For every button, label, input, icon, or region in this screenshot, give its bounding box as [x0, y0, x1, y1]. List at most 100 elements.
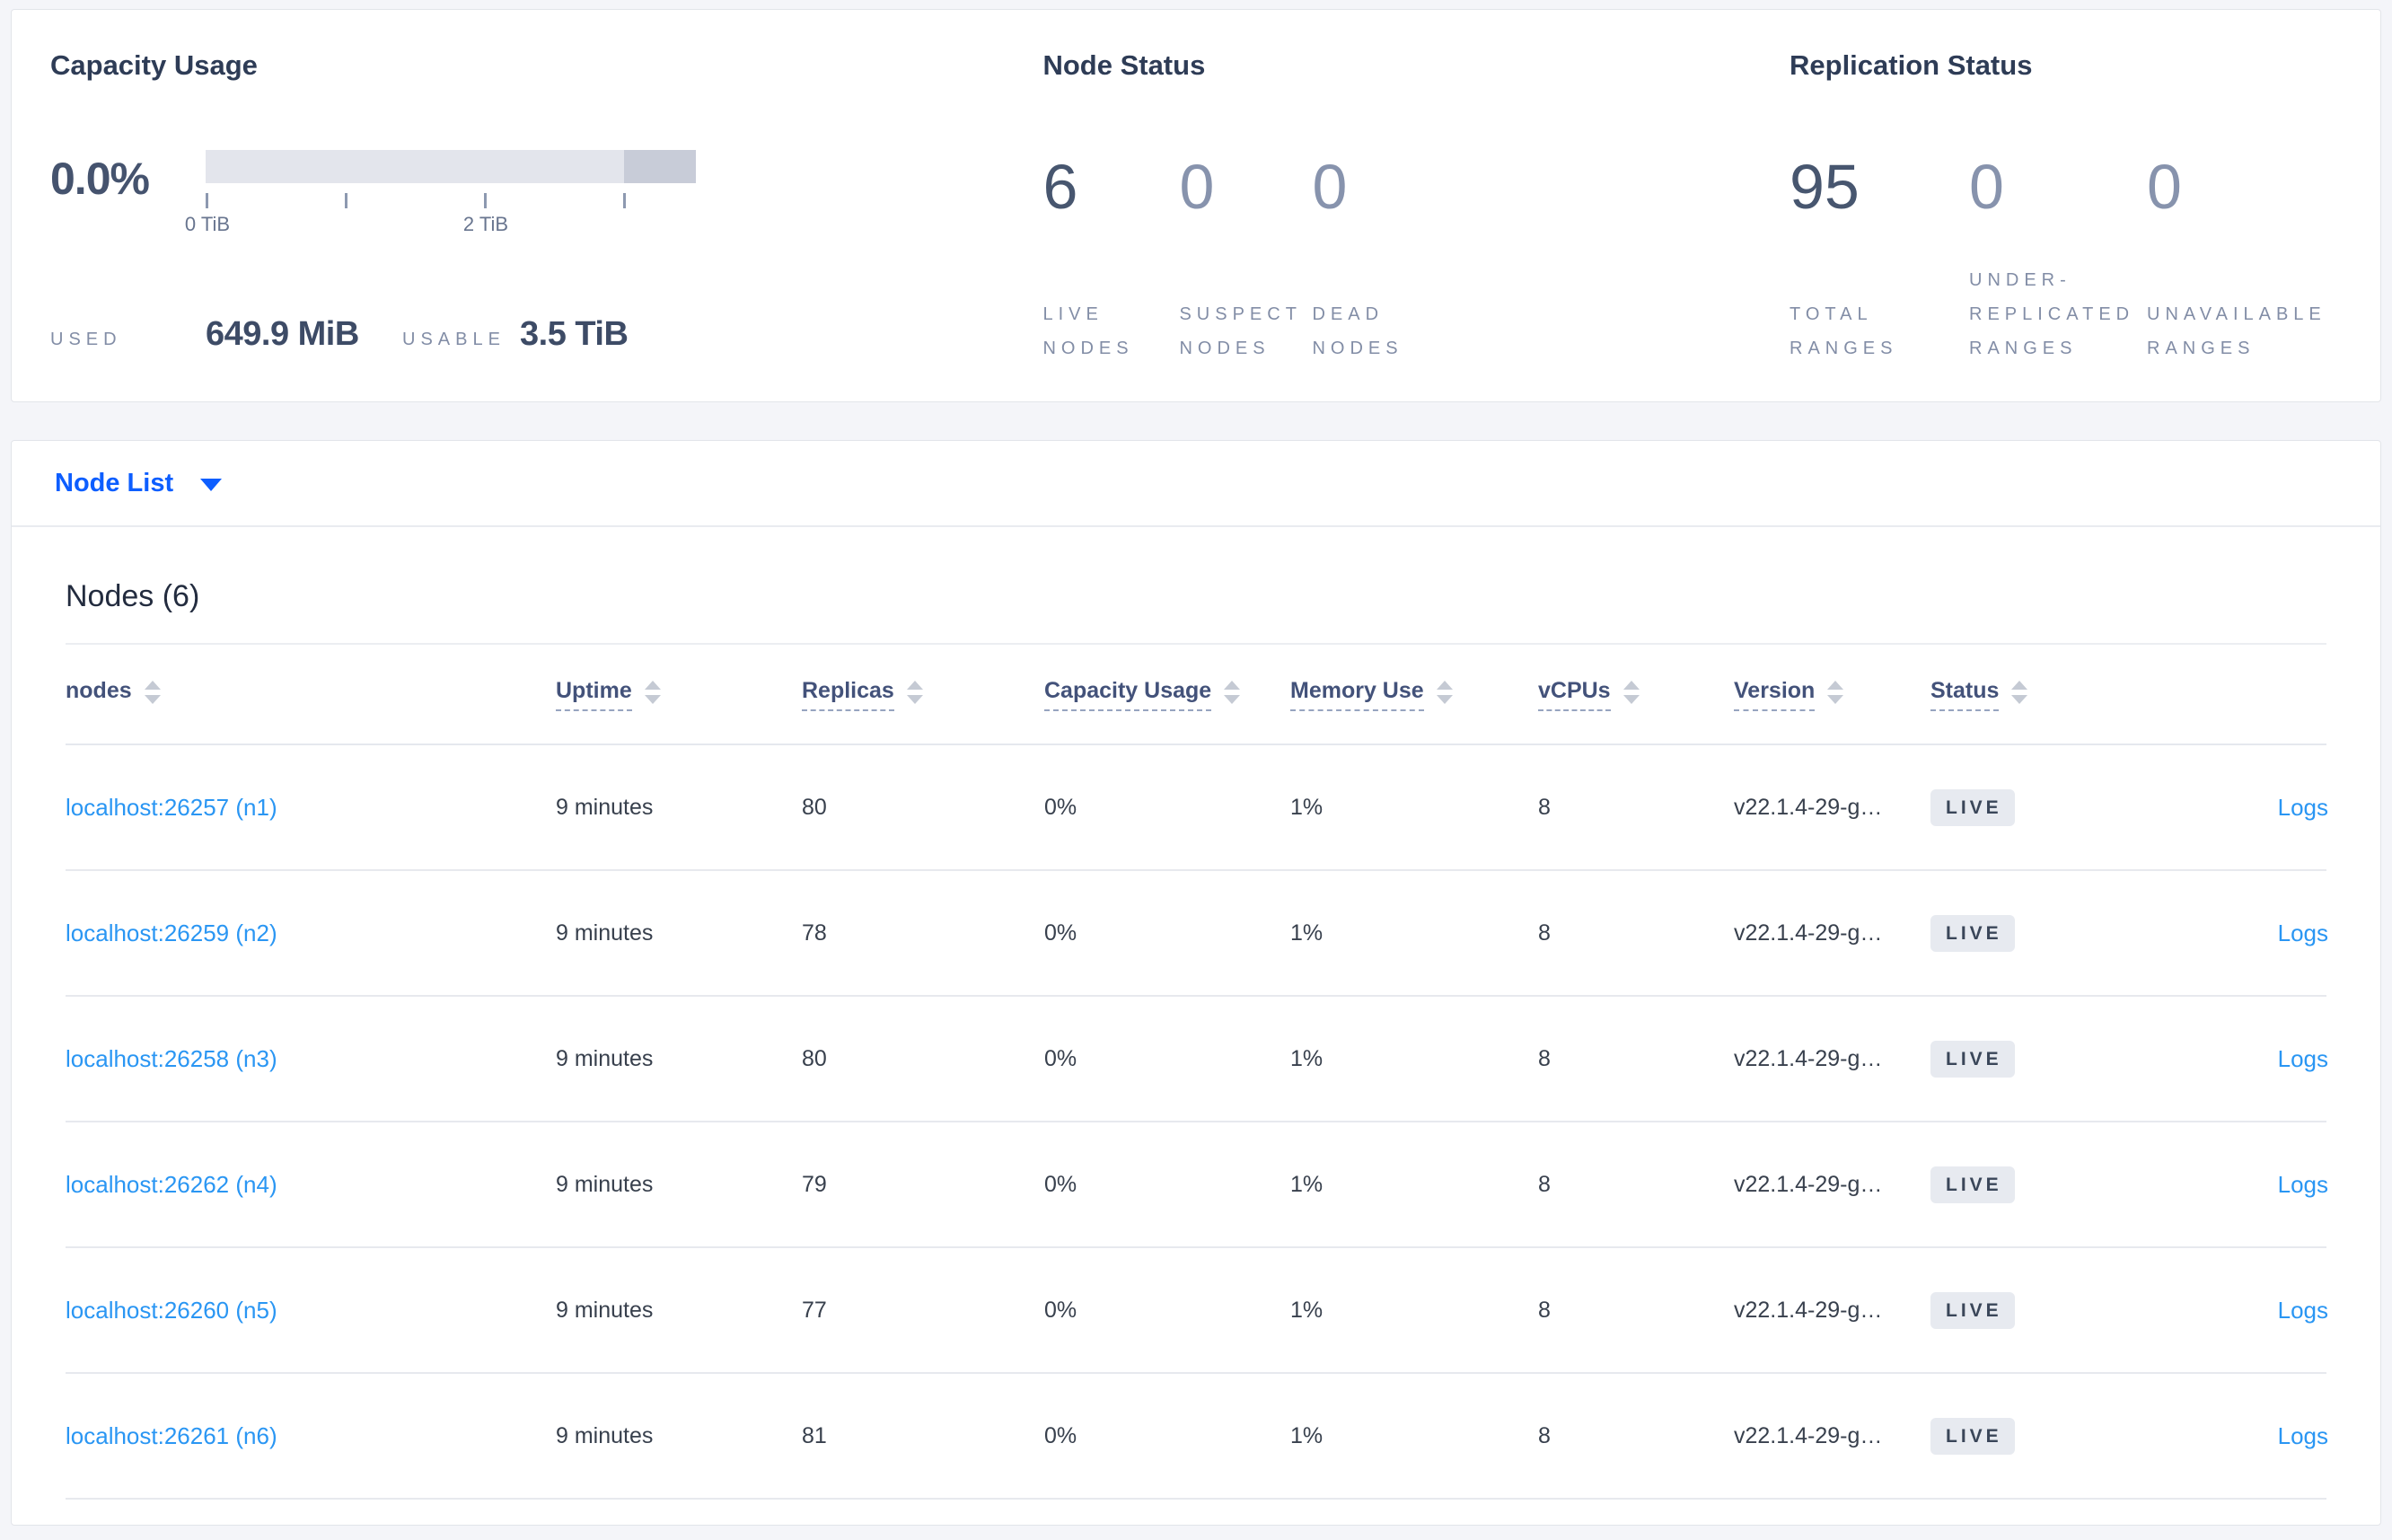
- total-ranges-value: 95: [1790, 152, 1860, 222]
- replicas-cell: 78: [802, 920, 827, 946]
- sort-icon[interactable]: [1623, 681, 1640, 704]
- version-cell: v22.1.4-29-g…: [1734, 1297, 1883, 1323]
- capacity_usage-cell: 0%: [1044, 1297, 1077, 1323]
- node-status-title: Node Status: [1042, 49, 1206, 81]
- node-link[interactable]: localhost:26260 (n5): [66, 1296, 277, 1324]
- memory_use-cell: 1%: [1290, 1045, 1324, 1071]
- column-header-status[interactable]: Status: [1930, 678, 2253, 711]
- node-link[interactable]: localhost:26257 (n1): [66, 793, 277, 821]
- capacity_usage-cell: 0%: [1044, 794, 1077, 820]
- usable-label: USABLE: [402, 330, 506, 349]
- logs-link[interactable]: Logs: [2277, 793, 2328, 821]
- axis-tick: [345, 193, 347, 208]
- suspect-nodes-value: 0: [1179, 152, 1215, 222]
- node-link[interactable]: localhost:26259 (n2): [66, 919, 277, 946]
- total-ranges-label: TOTAL RANGES: [1790, 304, 1898, 358]
- view-selector-dropdown[interactable]: Node List: [12, 441, 2380, 527]
- axis-tick: [206, 193, 208, 208]
- column-label: nodes: [66, 677, 132, 703]
- table-row: localhost:26259 (n2) 9 minutes 78 0% 1% 8 v22.…: [66, 871, 2328, 997]
- node-link[interactable]: localhost:26261 (n6): [66, 1421, 277, 1449]
- capacity-axis-labels: 0 TiB 2 TiB: [185, 213, 696, 238]
- column-label: Memory Use: [1290, 678, 1424, 711]
- version-cell: v22.1.4-29-g…: [1734, 920, 1883, 946]
- uptime-cell: 9 minutes: [556, 1171, 654, 1197]
- column-header-replicas[interactable]: Replicas: [802, 678, 1044, 711]
- replicas-cell: 81: [802, 1422, 827, 1448]
- nodes-table-header-row: nodes Uptime Replicas Capacity Usage Memory …: [66, 643, 2326, 745]
- replication-status-title: Replication Status: [1790, 49, 2033, 81]
- node-link[interactable]: localhost:26262 (n4): [66, 1170, 277, 1198]
- cluster-summary-card: Capacity Usage 0.0% 0 TiB 2 TiB: [11, 9, 2381, 402]
- used-value: 649.9 MiB: [206, 315, 359, 353]
- memory_use-cell: 1%: [1290, 794, 1324, 820]
- node-cell: localhost:26261 (n6): [66, 1422, 556, 1450]
- status-badge: LIVE: [1930, 1040, 2015, 1078]
- status-cell: LIVE: [1930, 1417, 2253, 1455]
- nodes-table-title: Nodes (6): [66, 579, 200, 613]
- sort-icon[interactable]: [1224, 681, 1241, 704]
- replication-status-panel: Replication Status 95 0 0 TOTAL RANGES U…: [1790, 10, 2380, 401]
- node-cell: localhost:26259 (n2): [66, 920, 556, 947]
- live-nodes-value: 6: [1042, 152, 1078, 222]
- under-replicated-ranges-label: UNDER-REPLICATED RANGES: [1969, 270, 2135, 358]
- logs-link[interactable]: Logs: [2277, 1421, 2328, 1449]
- logs-link[interactable]: Logs: [2277, 1296, 2328, 1324]
- axis-label-2tib: 2 TiB: [462, 213, 509, 235]
- capacity_usage-cell: 0%: [1044, 1045, 1077, 1071]
- logs-link[interactable]: Logs: [2277, 1044, 2328, 1072]
- capacity-axis-ticks: [206, 189, 696, 211]
- table-row: localhost:26260 (n5) 9 minutes 77 0% 1% 8 v22.…: [66, 1248, 2328, 1374]
- vcpus-cell: 8: [1538, 1045, 1551, 1071]
- replicas-cell: 77: [802, 1297, 827, 1323]
- unavailable-ranges-label: UNAVAILABLE RANGES: [2147, 304, 2326, 358]
- replication-values: 95 0 0: [1790, 146, 2380, 227]
- uptime-cell: 9 minutes: [556, 1297, 654, 1323]
- node-status-values: 6 0 0: [1042, 146, 1790, 227]
- replicas-cell: 80: [802, 1045, 827, 1071]
- column-label: vCPUs: [1538, 678, 1611, 711]
- replication-labels: TOTAL RANGES UNDER-REPLICATED RANGES UNA…: [1790, 238, 2380, 365]
- sort-icon[interactable]: [906, 681, 923, 704]
- status-cell: LIVE: [1930, 788, 2253, 826]
- sort-icon[interactable]: [644, 681, 661, 704]
- memory_use-cell: 1%: [1290, 920, 1324, 946]
- column-header-vcpus[interactable]: vCPUs: [1538, 678, 1734, 711]
- status-badge: LIVE: [1930, 914, 2015, 952]
- column-label: Replicas: [802, 678, 894, 711]
- sort-icon[interactable]: [144, 681, 161, 704]
- sort-icon[interactable]: [2011, 681, 2028, 704]
- column-label: Version: [1734, 678, 1816, 711]
- node-status-panel: Node Status 6 0 0 LIVE NODES SUSPECT NOD…: [1042, 10, 1790, 401]
- capacity_usage-cell: 0%: [1044, 1422, 1077, 1448]
- column-header-memory_use[interactable]: Memory Use: [1290, 678, 1538, 711]
- table-row: localhost:26262 (n4) 9 minutes 79 0% 1% 8 v22.…: [66, 1122, 2328, 1248]
- column-header-node[interactable]: nodes: [66, 678, 556, 711]
- column-label: Uptime: [556, 678, 632, 711]
- table-row: localhost:26258 (n3) 9 minutes 80 0% 1% 8 v22.…: [66, 997, 2328, 1122]
- column-header-capacity_usage[interactable]: Capacity Usage: [1044, 678, 1290, 711]
- table-row: localhost:26261 (n6) 9 minutes 81 0% 1% 8 v22.…: [66, 1374, 2328, 1500]
- sort-icon[interactable]: [1827, 681, 1844, 704]
- capacity-bar-chart: 0 TiB 2 TiB: [185, 150, 696, 238]
- nodes-table-section: Nodes (6) nodes Uptime Replicas Capacity Us…: [12, 576, 2380, 1525]
- node-link[interactable]: localhost:26258 (n3): [66, 1044, 277, 1072]
- dead-nodes-label: DEAD NODES: [1312, 304, 1403, 358]
- sort-icon[interactable]: [1436, 681, 1453, 704]
- replicas-cell: 80: [802, 794, 827, 820]
- column-header-version[interactable]: Version: [1734, 678, 1930, 711]
- capacity_usage-cell: 0%: [1044, 920, 1077, 946]
- view-selector-label: Node List: [55, 468, 174, 497]
- column-header-uptime[interactable]: Uptime: [556, 678, 802, 711]
- memory_use-cell: 1%: [1290, 1297, 1324, 1323]
- version-cell: v22.1.4-29-g…: [1734, 794, 1883, 820]
- logs-link[interactable]: Logs: [2277, 919, 2328, 946]
- axis-label-0tib: 0 TiB: [184, 213, 231, 235]
- vcpus-cell: 8: [1538, 1171, 1551, 1197]
- logs-cell: Logs: [2253, 1045, 2328, 1073]
- logs-link[interactable]: Logs: [2277, 1170, 2328, 1198]
- suspect-nodes-label: SUSPECT NODES: [1179, 304, 1302, 358]
- version-cell: v22.1.4-29-g…: [1734, 1045, 1883, 1071]
- uptime-cell: 9 minutes: [556, 1045, 654, 1071]
